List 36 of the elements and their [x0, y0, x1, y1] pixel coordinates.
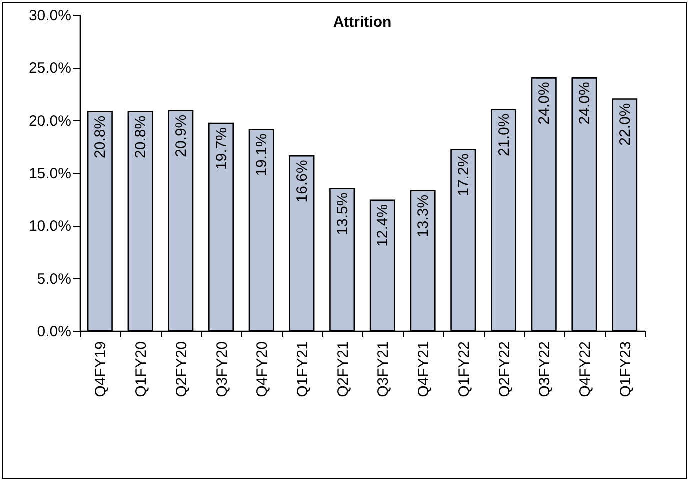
- y-tick-label: 25.0%: [28, 60, 72, 78]
- y-tick-label: 30.0%: [28, 8, 72, 24]
- data-label: 16.6%: [294, 160, 311, 203]
- data-label: 20.8%: [92, 116, 110, 158]
- data-label: 13.5%: [334, 192, 352, 236]
- y-tick-label: 5.0%: [37, 270, 72, 288]
- y-tick-label: 15.0%: [28, 166, 72, 182]
- data-label: 17.2%: [455, 154, 472, 196]
- data-label: 24.0%: [576, 82, 594, 125]
- y-tick-label: 10.0%: [28, 218, 72, 236]
- x-tick-label: Q3FY22: [536, 342, 554, 398]
- x-tick-label: Q1FY21: [294, 342, 312, 398]
- y-tick-label: 0.0%: [37, 324, 72, 340]
- data-label: 21.0%: [496, 114, 513, 156]
- x-tick-label: Q1FY20: [133, 342, 150, 398]
- x-tick-label: Q3FY21: [375, 342, 392, 398]
- x-tick-label: Q4FY20: [254, 342, 272, 398]
- x-tick-label: Q1FY22: [456, 342, 473, 398]
- x-tick-label: Q4FY21: [416, 342, 433, 398]
- data-label: 19.1%: [254, 134, 271, 176]
- x-tick-label: Q4FY19: [92, 342, 110, 398]
- data-label: 20.8%: [132, 116, 150, 158]
- data-label: 22.0%: [616, 103, 634, 146]
- x-tick-label: Q1FY23: [617, 342, 634, 398]
- chart-title: Attrition: [333, 14, 392, 31]
- x-tick-label: Q2FY22: [496, 342, 514, 398]
- data-label: 13.3%: [415, 194, 432, 238]
- x-tick-label: Q2FY20: [173, 342, 190, 398]
- x-tick-label: Q3FY20: [214, 342, 231, 398]
- data-label: 12.4%: [374, 204, 392, 247]
- x-tick-label: Q2FY21: [334, 342, 352, 398]
- data-label: 24.0%: [536, 82, 554, 125]
- data-label: 19.7%: [213, 127, 230, 170]
- x-tick-label: Q4FY22: [576, 342, 594, 398]
- data-label: 20.9%: [172, 114, 190, 158]
- y-tick-label: 20.0%: [28, 112, 72, 130]
